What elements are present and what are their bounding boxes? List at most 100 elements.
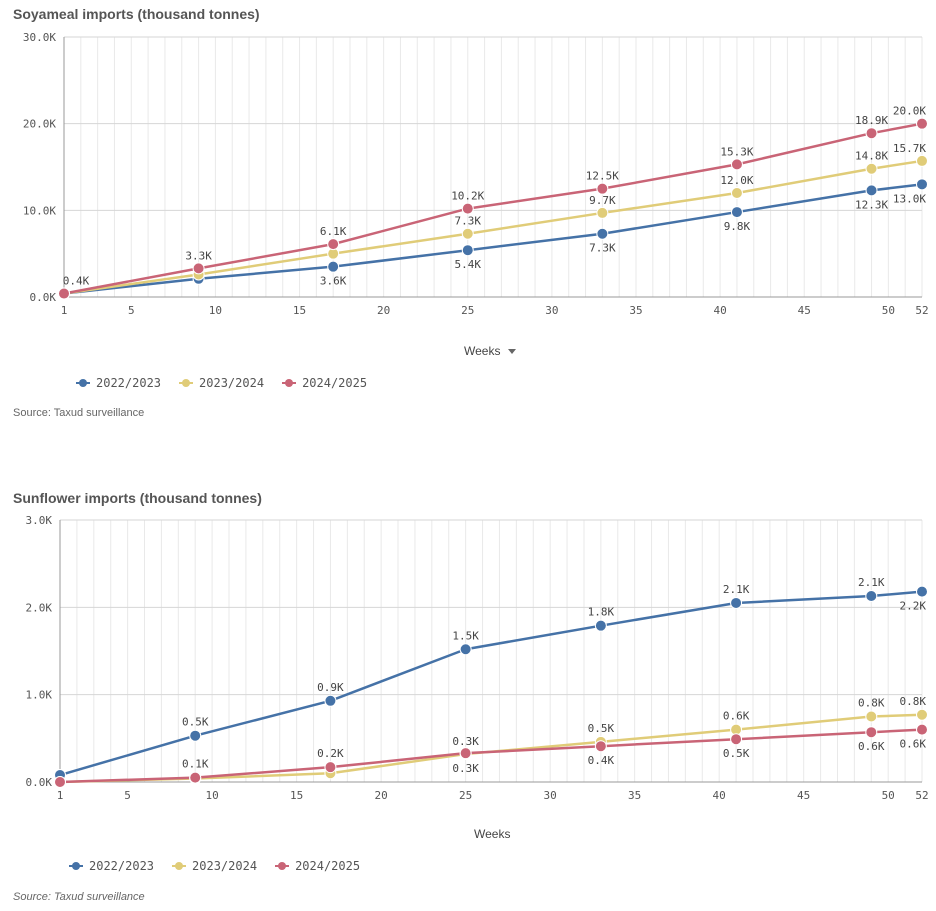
legend-label: 2022/2023 <box>96 376 162 390</box>
data-point[interactable] <box>327 238 340 251</box>
data-point[interactable] <box>461 244 474 257</box>
data-label: 12.5K <box>586 170 619 183</box>
data-label: 12.3K <box>855 198 888 211</box>
data-point[interactable] <box>916 117 928 130</box>
data-point[interactable] <box>54 776 66 788</box>
data-point[interactable] <box>58 287 70 300</box>
x-tick-label: 35 <box>629 304 642 317</box>
data-point[interactable] <box>596 227 609 240</box>
data-label: 18.9K <box>855 114 888 127</box>
x-tick-label: 5 <box>124 789 131 802</box>
x-tick-label: 52 <box>915 789 928 802</box>
data-point[interactable] <box>189 729 202 742</box>
data-point[interactable] <box>461 202 474 215</box>
legend-swatch <box>76 378 90 388</box>
data-point[interactable] <box>730 206 743 219</box>
data-label: 14.8K <box>855 150 888 163</box>
source-note: Source: Taxud surveillance <box>13 407 145 419</box>
caret-down-icon[interactable] <box>508 349 517 355</box>
legend-item-2023-2024[interactable]: 2023/2024 <box>172 859 257 873</box>
legend-item-2024-2025[interactable]: 2024/2025 <box>282 376 367 390</box>
data-point[interactable] <box>865 726 878 739</box>
data-label: 0.6K <box>723 710 750 723</box>
legend-swatch <box>282 378 297 388</box>
chart-legend: 2022/2023 2023/2024 2024/2025 <box>76 376 367 390</box>
data-label: 7.3K <box>455 215 482 228</box>
data-point[interactable] <box>324 694 337 707</box>
data-point[interactable] <box>865 589 878 602</box>
data-label: 9.7K <box>589 194 616 207</box>
series-line <box>63 159 923 295</box>
x-tick-label: 1 <box>57 789 64 802</box>
y-tick-label: 0.0K <box>26 776 53 789</box>
data-point[interactable] <box>461 227 474 240</box>
y-tick-label: 1.0K <box>26 689 53 702</box>
data-point[interactable] <box>865 184 878 197</box>
data-point[interactable] <box>459 747 472 760</box>
series-line <box>59 590 923 777</box>
legend-item-2023-2024[interactable]: 2023/2024 <box>179 376 264 390</box>
data-point[interactable] <box>594 619 607 632</box>
data-point[interactable] <box>189 771 202 784</box>
x-tick-label: 40 <box>713 304 726 317</box>
data-point[interactable] <box>324 761 337 774</box>
legend-swatch <box>275 861 290 871</box>
x-axis-label: Weeks <box>464 344 501 358</box>
data-label: 15.7K <box>893 142 926 155</box>
data-label: 0.1K <box>182 758 209 771</box>
data-point[interactable] <box>865 127 878 140</box>
data-label: 1.5K <box>452 629 479 642</box>
data-label: 1.8K <box>588 606 615 619</box>
legend-item-2022-2023[interactable]: 2022/2023 <box>76 376 161 390</box>
legend-label: 2023/2024 <box>192 859 258 873</box>
series-line <box>59 728 923 784</box>
legend-label: 2024/2025 <box>302 376 368 390</box>
data-label: 0.8K <box>900 695 927 708</box>
x-tick-label: 10 <box>209 304 222 317</box>
legend-item-2022-2023[interactable]: 2022/2023 <box>69 859 154 873</box>
data-point[interactable] <box>730 158 743 171</box>
data-label: 0.2K <box>317 747 344 760</box>
data-label: 3.3K <box>185 249 212 262</box>
data-point[interactable] <box>865 710 878 723</box>
data-point[interactable] <box>916 154 928 167</box>
data-point[interactable] <box>916 708 928 721</box>
chart-title: Soyameal imports (thousand tonnes) <box>13 6 260 22</box>
x-tick-label: 45 <box>798 304 811 317</box>
data-point[interactable] <box>192 262 205 275</box>
x-tick-label: 40 <box>713 789 726 802</box>
data-point[interactable] <box>596 182 609 195</box>
y-tick-label: 0.0K <box>30 291 57 304</box>
series-line <box>63 183 923 295</box>
data-point[interactable] <box>916 585 928 598</box>
data-label: 13.0K <box>893 192 926 205</box>
series-line <box>59 713 923 784</box>
data-point[interactable] <box>865 162 878 175</box>
data-label: 0.5K <box>723 747 750 760</box>
data-point[interactable] <box>730 733 743 746</box>
x-axis-label: Weeks <box>474 827 511 841</box>
data-point[interactable] <box>730 596 743 609</box>
data-point[interactable] <box>327 260 340 273</box>
legend-item-2024-2025[interactable]: 2024/2025 <box>275 859 360 873</box>
x-tick-label: 52 <box>915 304 928 317</box>
data-point[interactable] <box>730 187 743 199</box>
data-point[interactable] <box>916 178 928 191</box>
y-tick-label: 2.0K <box>26 601 53 614</box>
data-point[interactable] <box>596 206 609 219</box>
x-axis-title[interactable]: Weeks <box>464 344 517 358</box>
x-tick-label: 20 <box>375 789 388 802</box>
x-tick-label: 10 <box>205 789 218 802</box>
data-label: 0.3K <box>452 735 479 748</box>
x-tick-label: 5 <box>128 304 135 317</box>
sunflower-line-chart: 0.0K1.0K2.0K3.0K1 5 10 15 20 25 30 35 40 45 50 520.… <box>26 514 929 802</box>
source-note: Source: Taxud surveillance <box>13 891 145 903</box>
legend-label: 2024/2025 <box>295 859 361 873</box>
x-tick-label: 30 <box>545 304 558 317</box>
x-tick-label: 50 <box>882 789 895 802</box>
data-point[interactable] <box>594 740 607 753</box>
data-point[interactable] <box>459 643 472 656</box>
y-tick-label: 30.0K <box>23 31 56 44</box>
data-point[interactable] <box>916 723 928 736</box>
